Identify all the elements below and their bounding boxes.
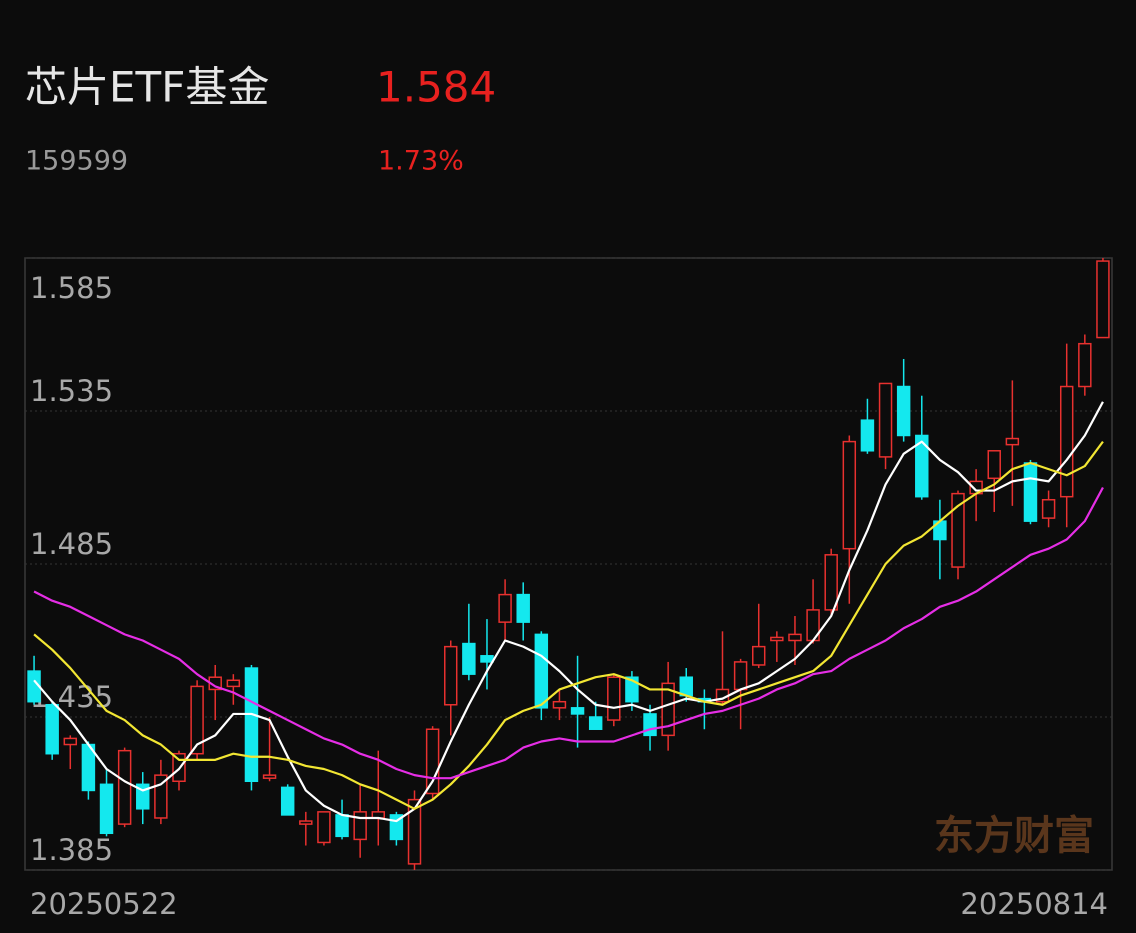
x-tick-label: 20250522 xyxy=(30,887,178,921)
candle-body xyxy=(607,676,621,721)
candle-body xyxy=(299,820,313,825)
candle-body xyxy=(643,713,657,737)
y-tick-label: 1.485 xyxy=(30,527,113,561)
candle-body xyxy=(190,685,204,755)
candle-body xyxy=(154,774,168,819)
candle-body xyxy=(770,636,784,642)
candle-body xyxy=(1023,462,1038,522)
candle-body xyxy=(625,676,639,703)
candle-body xyxy=(987,450,1001,480)
y-tick-label: 1.585 xyxy=(30,271,113,305)
candle-body xyxy=(335,814,349,838)
candle-body xyxy=(45,704,59,755)
candle-body xyxy=(751,645,766,666)
candle-body xyxy=(788,633,802,642)
fund-title: 芯片ETF基金 xyxy=(25,63,269,112)
y-tick-label: 1.385 xyxy=(30,833,113,867)
candle-body xyxy=(552,700,567,709)
price: 1.584 xyxy=(376,63,496,112)
candle-body xyxy=(425,728,440,795)
candle-body xyxy=(1078,342,1092,388)
candle-body xyxy=(480,655,494,663)
candle-body xyxy=(534,633,549,709)
candle-body xyxy=(244,667,259,783)
candle-body xyxy=(1005,437,1020,446)
candle-body xyxy=(1096,260,1110,339)
candle-body xyxy=(733,661,748,691)
candle-body xyxy=(117,749,132,825)
candle-body xyxy=(226,679,241,688)
candle-body xyxy=(824,554,838,611)
candle-body xyxy=(860,419,875,452)
candle-body xyxy=(570,707,585,715)
x-tick-label: 20250814 xyxy=(960,887,1108,921)
candle-body xyxy=(842,440,857,550)
candle-body xyxy=(407,798,422,865)
candle-body xyxy=(280,786,295,816)
y-tick-label: 1.435 xyxy=(30,680,113,714)
candle-body xyxy=(878,382,893,458)
candle-body xyxy=(1041,498,1056,519)
moving-average-line xyxy=(33,440,1104,810)
fund-code: 159599 xyxy=(25,146,128,177)
candle-body xyxy=(498,593,512,623)
candle-body xyxy=(63,737,78,746)
candle-body xyxy=(516,593,530,623)
candle-body xyxy=(588,716,603,730)
candle-body xyxy=(262,774,277,779)
y-tick-label: 1.535 xyxy=(30,374,113,408)
candle-body xyxy=(317,811,331,844)
watermark: 东方财富 xyxy=(934,813,1094,859)
moving-average-line xyxy=(33,401,1104,823)
candle-body xyxy=(661,682,675,737)
candle-body xyxy=(951,492,965,568)
candle-body xyxy=(389,814,404,841)
candle-body xyxy=(679,676,693,697)
moving-average-line xyxy=(33,486,1104,780)
candle-body xyxy=(915,434,929,498)
candle-body xyxy=(353,811,367,841)
candle-body xyxy=(896,385,911,437)
candle-body xyxy=(444,645,458,706)
candle-body xyxy=(462,642,476,675)
candle-body xyxy=(99,783,114,835)
candle-body xyxy=(1059,385,1074,498)
candle-body xyxy=(136,783,150,810)
change-percent: 1.73% xyxy=(378,146,464,177)
